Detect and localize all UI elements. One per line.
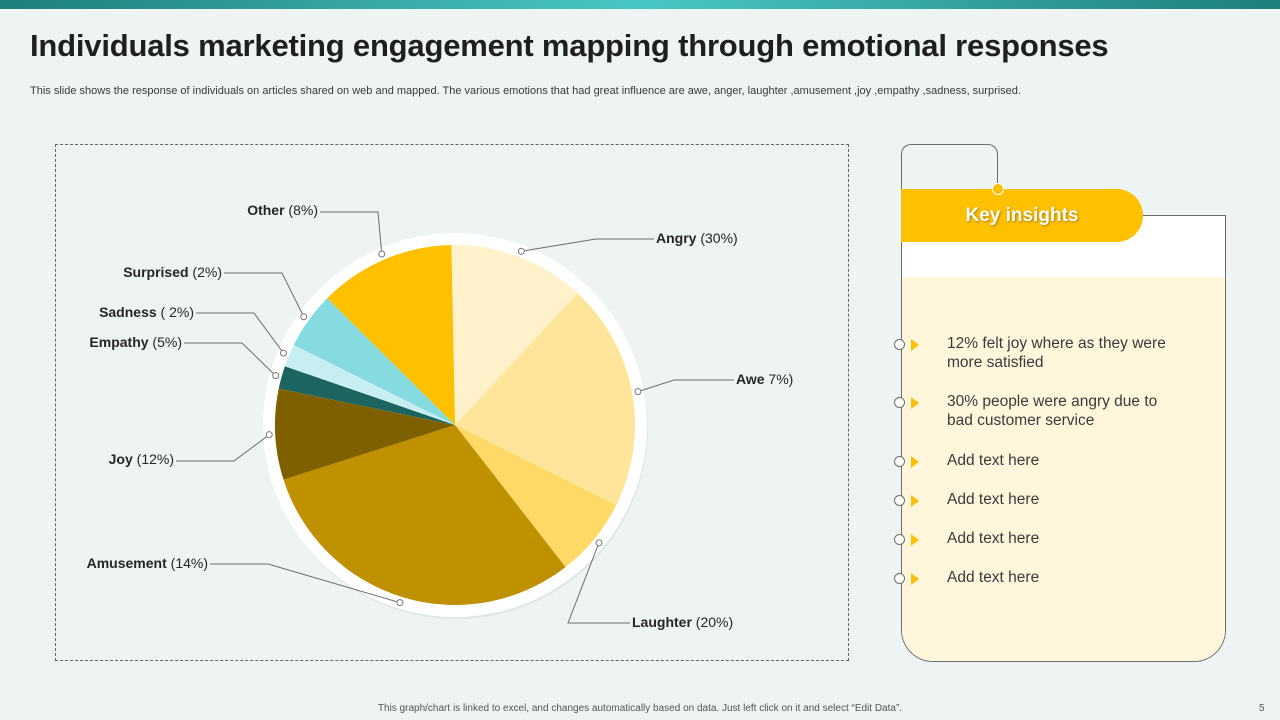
- top-accent-bar: [0, 0, 1280, 9]
- pie-slice-empathy[interactable]: [278, 366, 455, 425]
- data-label-joy: Joy (12%): [109, 451, 174, 467]
- data-label-name: Empathy: [89, 334, 148, 350]
- pie-chart-area[interactable]: Angry (30%) Awe 7%) Laughter (20%) Amusemen…: [55, 144, 849, 661]
- bullet-circle-icon: [894, 573, 905, 584]
- data-label-name: Surprised: [123, 264, 188, 280]
- leader-line: [567, 542, 630, 624]
- leader-line: [196, 312, 284, 354]
- bullet-arrow-icon: [911, 339, 919, 351]
- leader-line: [224, 272, 305, 317]
- bullet-circle-icon: [894, 534, 905, 545]
- insight-text: 30% people were angry due to bad custome…: [947, 393, 1158, 429]
- insights-panel-topline: [1120, 215, 1226, 216]
- pie-slice-sadness[interactable]: [284, 344, 455, 425]
- data-label-awe: Awe 7%): [736, 371, 793, 387]
- data-label-value: (5%): [149, 334, 182, 350]
- insights-panel-fill: [902, 277, 1225, 661]
- leader-dot: [272, 372, 280, 380]
- insight-text: Add text here: [947, 530, 1040, 547]
- data-label-angry: Angry (30%): [656, 230, 738, 246]
- leader-line: [637, 379, 734, 393]
- bullet-circle-icon: [894, 456, 905, 467]
- leader-dot: [517, 247, 525, 255]
- footer-note: This graph/chart is linked to excel, and…: [377, 703, 903, 714]
- pie-slice-other[interactable]: [327, 245, 455, 425]
- data-label-laughter: Laughter (20%): [632, 614, 733, 630]
- page-title: Individuals marketing engagement mapping…: [30, 28, 1109, 63]
- key-insights-header: Key insights: [901, 189, 1143, 242]
- data-label-name: Other: [247, 202, 285, 218]
- leader-dot: [378, 250, 386, 258]
- leader-line: [184, 342, 277, 377]
- insight-text: Add text here: [947, 491, 1040, 508]
- leader-dot: [396, 599, 404, 607]
- bullet-arrow-icon: [911, 534, 919, 546]
- data-label-value: (20%): [692, 614, 733, 630]
- pie-slice-angry[interactable]: [451, 245, 578, 425]
- bullet-arrow-icon: [911, 456, 919, 468]
- data-label-value: (12%): [133, 451, 174, 467]
- insight-text: 12% felt joy where as they were more sat…: [947, 335, 1166, 371]
- pie-slice-awe[interactable]: [455, 293, 635, 506]
- pie-slice-laughter[interactable]: [455, 425, 617, 568]
- data-label-empathy: Empathy (5%): [89, 334, 182, 350]
- leader-dot: [595, 539, 603, 547]
- data-label-value: (14%): [167, 555, 208, 571]
- data-label-name: Sadness: [99, 304, 157, 320]
- data-label-name: Joy: [109, 451, 133, 467]
- insights-panel: [901, 215, 1226, 662]
- data-label-value: (8%): [285, 202, 318, 218]
- leader-line: [210, 563, 401, 604]
- bullet-circle-icon: [894, 397, 905, 408]
- leader-dot: [634, 388, 642, 396]
- pie-slice-amusement[interactable]: [283, 425, 566, 605]
- data-label-value: 7%): [765, 371, 794, 387]
- insight-text: Add text here: [947, 452, 1040, 469]
- key-insights-title: Key insights: [965, 204, 1079, 226]
- pie-slice-joy[interactable]: [275, 388, 455, 480]
- data-label-name: Laughter: [632, 614, 692, 630]
- leader-line: [320, 211, 383, 255]
- data-label-amusement: Amusement (14%): [87, 555, 208, 571]
- bullet-arrow-icon: [911, 495, 919, 507]
- data-label-sadness: Sadness ( 2%): [99, 304, 194, 320]
- bullet-circle-icon: [894, 495, 905, 506]
- data-label-name: Angry: [656, 230, 697, 246]
- header-dot-icon: [992, 183, 1004, 195]
- pie-chart: Angry (30%) Awe 7%) Laughter (20%) Amusemen…: [87, 202, 794, 630]
- bullet-arrow-icon: [911, 397, 919, 409]
- leader-line: [521, 238, 654, 252]
- leader-line: [176, 434, 270, 462]
- data-label-other: Other (8%): [247, 202, 318, 218]
- page-number: 5: [1259, 703, 1265, 714]
- bullet-arrow-icon: [911, 573, 919, 585]
- data-label-value: (2%): [189, 264, 222, 280]
- bullet-circle-icon: [894, 339, 905, 350]
- leader-dot: [279, 349, 287, 357]
- pie-slice-surprised[interactable]: [293, 298, 455, 425]
- insights-tab-outline: [901, 144, 998, 194]
- data-label-value: ( 2%): [157, 304, 194, 320]
- leader-dot: [265, 431, 273, 439]
- data-label-name: Amusement: [87, 555, 167, 571]
- data-label-value: (30%): [696, 230, 737, 246]
- data-label-surprised: Surprised (2%): [123, 264, 222, 280]
- insight-text: Add text here: [947, 569, 1040, 586]
- data-label-name: Awe: [736, 371, 765, 387]
- page-subtitle: This slide shows the response of individ…: [30, 85, 1021, 97]
- leader-dot: [300, 313, 308, 321]
